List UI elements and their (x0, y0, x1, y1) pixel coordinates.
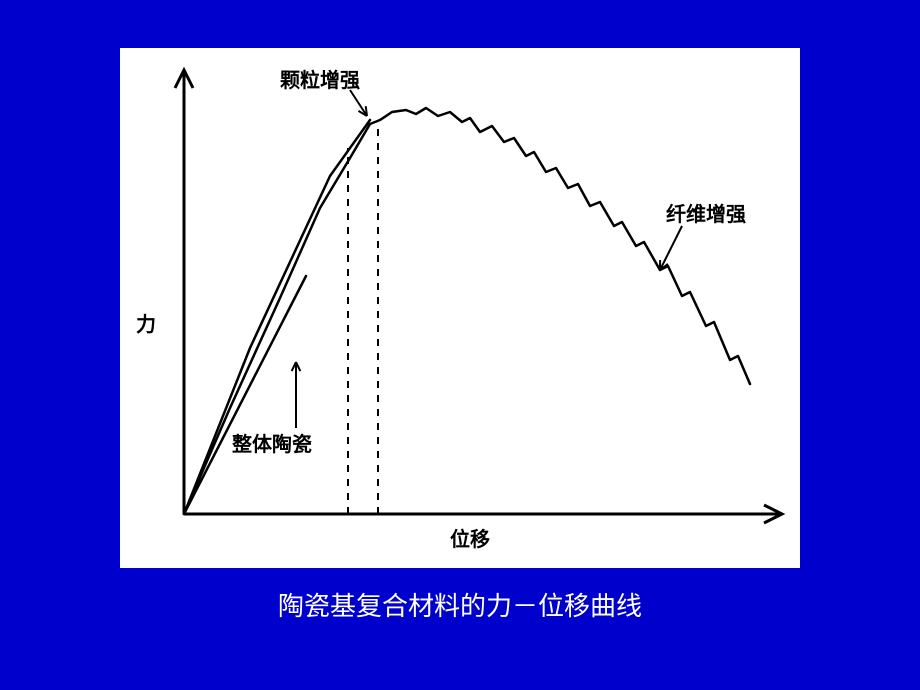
series-整体陶瓷 (184, 276, 306, 514)
series-label-整体陶瓷: 整体陶瓷 (232, 428, 312, 457)
series-label-纤维增强: 纤维增强 (666, 198, 746, 227)
chart-caption: 陶瓷基复合材料的力－位移曲线 (278, 586, 642, 623)
chart-panel: 力 位移 整体陶瓷 颗粒增强纤维增强 (120, 48, 800, 568)
series-label-颗粒增强: 颗粒增强 (280, 64, 360, 93)
chart-svg (120, 48, 800, 568)
x-axis-label: 位移 (450, 523, 490, 552)
y-axis-label: 力 (136, 308, 156, 337)
